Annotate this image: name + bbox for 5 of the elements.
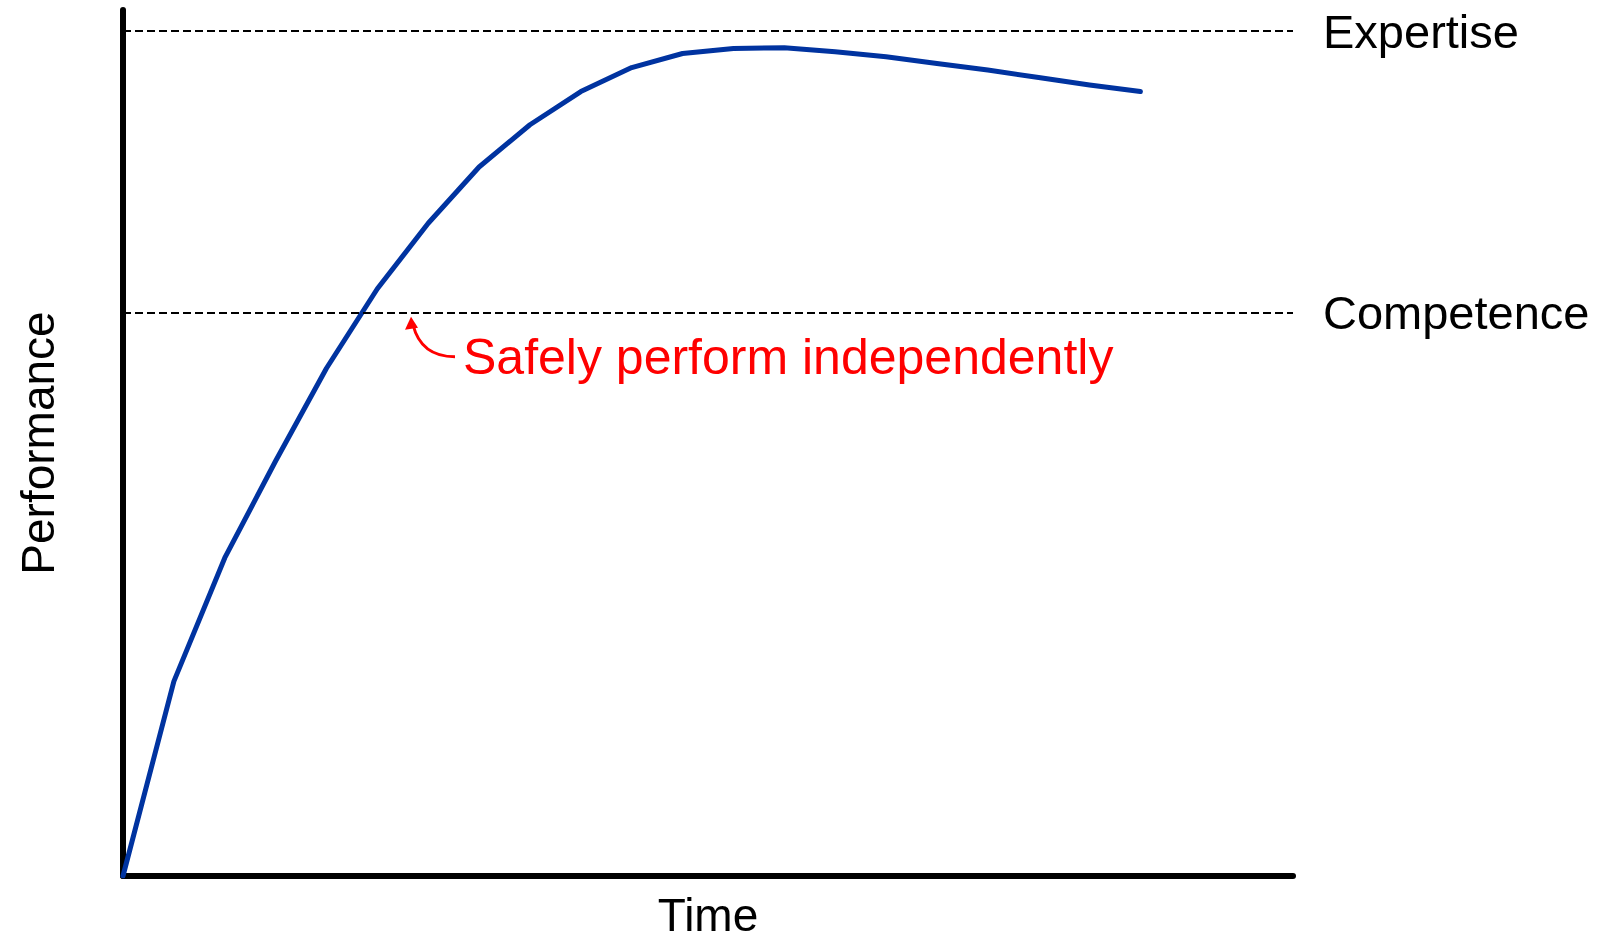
annotation: Safely perform independently (463, 328, 1114, 385)
x-axis-title: Time (657, 889, 759, 941)
ref-line-label: Competence (1323, 286, 1590, 340)
ref-line-label: Expertise (1323, 4, 1519, 58)
y-axis-title: Performance (12, 311, 64, 575)
